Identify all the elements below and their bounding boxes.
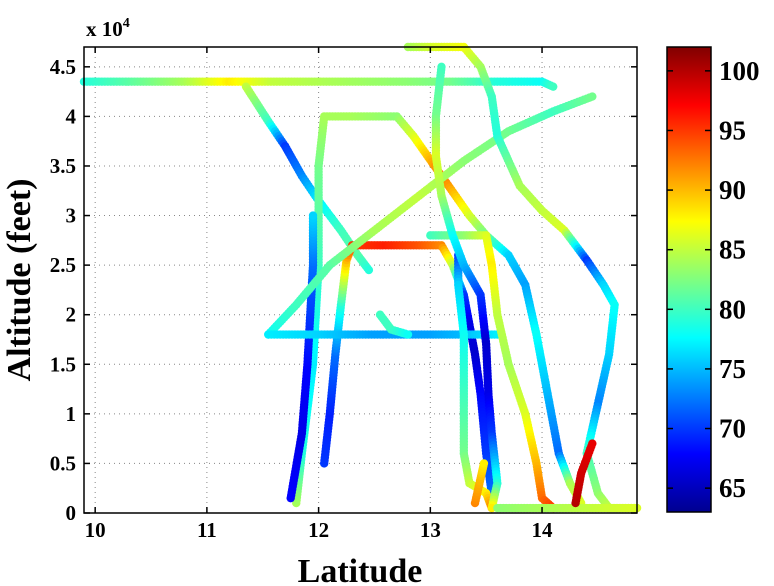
colorbar: 65 70 75 80 85 90 95 100 bbox=[666, 46, 760, 513]
y-multiplier-label: x 104 bbox=[86, 16, 130, 41]
x-tick-label: 13 bbox=[420, 518, 441, 542]
y-tick-label: 4.5 bbox=[50, 55, 76, 79]
data-point bbox=[308, 211, 318, 220]
y-tick-label: 2 bbox=[66, 303, 77, 327]
colorbar-gradient bbox=[666, 46, 712, 513]
data-point bbox=[588, 92, 597, 101]
x-tick-label: 10 bbox=[85, 518, 106, 542]
x-tick-label: 12 bbox=[308, 518, 329, 542]
colorbar-tick-label: 65 bbox=[719, 473, 746, 503]
colorbar-tick-label: 85 bbox=[719, 235, 746, 265]
plot-background bbox=[84, 47, 637, 513]
data-point bbox=[479, 459, 489, 468]
colorbar-tick-label: 70 bbox=[719, 414, 746, 444]
y-tick-label: 2.5 bbox=[50, 253, 76, 277]
plot-frame bbox=[83, 46, 638, 514]
data-point bbox=[403, 330, 413, 339]
scatter-points bbox=[79, 42, 642, 513]
y-axis-title: Altitude (feet) bbox=[1, 179, 38, 382]
y-tick-label: 3 bbox=[66, 204, 77, 228]
y-tick-label: 0 bbox=[66, 501, 77, 525]
plot-area bbox=[79, 42, 642, 514]
y-tick-label: 3.5 bbox=[50, 154, 76, 178]
data-point bbox=[588, 439, 597, 448]
x-tick-label: 14 bbox=[532, 518, 554, 542]
y-axis-ticks: 0 0.5 1 1.5 2 2.5 3 3.5 4 4.5 bbox=[50, 55, 637, 525]
colorbar-tick-label: 80 bbox=[719, 294, 746, 324]
data-point bbox=[549, 82, 558, 91]
colorbar-tick-label: 90 bbox=[719, 175, 746, 205]
colorbar-tick-label: 95 bbox=[719, 115, 746, 145]
y-tick-label: 4 bbox=[66, 104, 77, 128]
x-axis-ticks: 10 11 12 13 14 bbox=[85, 47, 553, 542]
y-tick-label: 1 bbox=[66, 402, 77, 426]
y-tick-label: 0.5 bbox=[50, 451, 76, 475]
colorbar-tick-label: 75 bbox=[719, 354, 746, 384]
colorbar-tick-label: 100 bbox=[719, 56, 760, 86]
colorbar-ticks: 65 70 75 80 85 90 95 100 bbox=[667, 56, 760, 503]
data-point bbox=[364, 265, 374, 275]
x-tick-label: 11 bbox=[197, 518, 217, 542]
y-tick-label: 1.5 bbox=[50, 352, 76, 376]
x-axis-title: Latitude bbox=[298, 553, 423, 586]
